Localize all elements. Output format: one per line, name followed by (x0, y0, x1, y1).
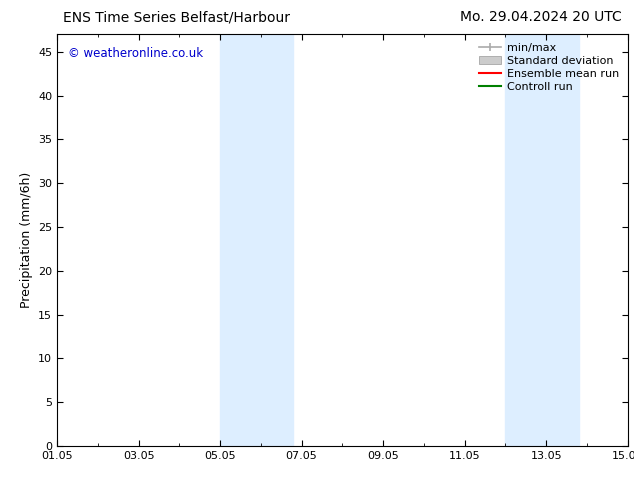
Legend: min/max, Standard deviation, Ensemble mean run, Controll run: min/max, Standard deviation, Ensemble me… (476, 40, 622, 95)
Bar (505, 34, 579, 446)
Bar (220, 34, 294, 446)
Text: ENS Time Series Belfast/Harbour: ENS Time Series Belfast/Harbour (63, 10, 290, 24)
Text: © weatheronline.co.uk: © weatheronline.co.uk (68, 47, 204, 60)
Text: Mo. 29.04.2024 20 UTC: Mo. 29.04.2024 20 UTC (460, 10, 621, 24)
Y-axis label: Precipitation (mm/6h): Precipitation (mm/6h) (20, 172, 32, 308)
